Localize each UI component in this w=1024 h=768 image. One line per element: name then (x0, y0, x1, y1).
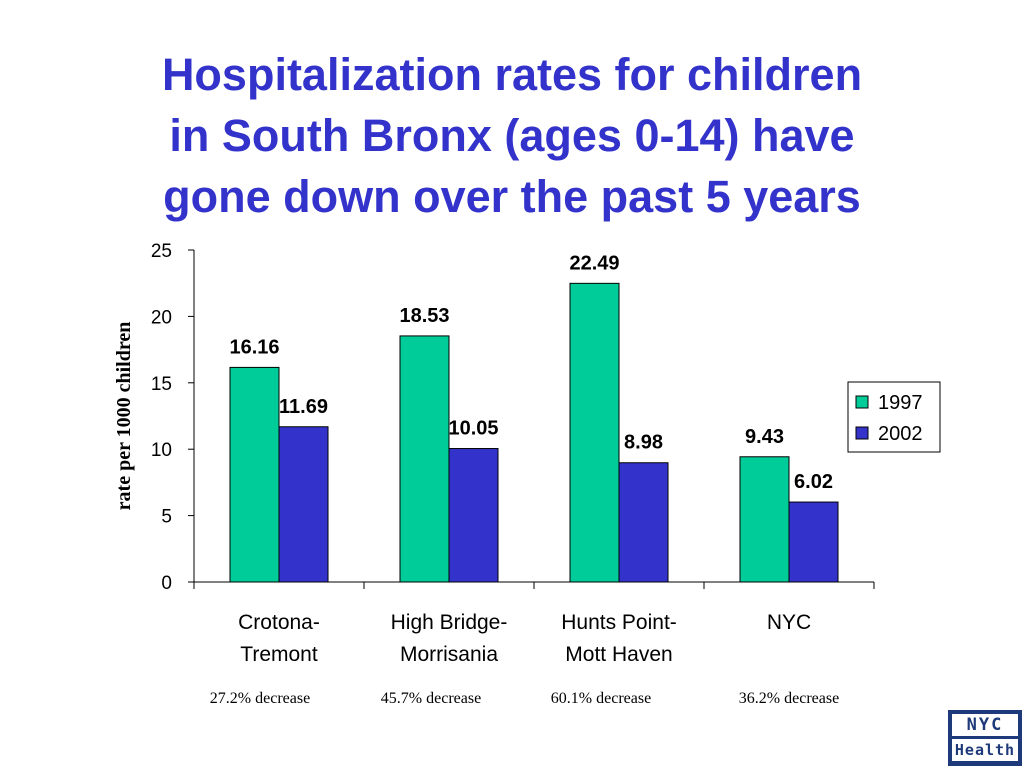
y-tick-label: 25 (151, 241, 172, 262)
y-axis-title: rate per 1000 children (113, 322, 135, 511)
y-tick-label: 0 (161, 573, 172, 594)
data-label: 9.43 (745, 426, 784, 448)
bar-2002-0 (278, 426, 329, 583)
title-line-3: gone down over the past 5 years (163, 171, 861, 222)
bar-chart: 0 5 10 15 20 25 rate per 1000 children Crotona… (113, 241, 941, 666)
bar-2002-3 (788, 501, 839, 583)
bar-1997-1 (399, 335, 450, 583)
bar-1997-2 (569, 282, 620, 583)
slide-title: Hospitalization rates for children in So… (40, 44, 984, 227)
data-label: 22.49 (569, 252, 619, 274)
x-category-label: Mott Haven (565, 643, 672, 666)
x-category-label: Hunts Point- (561, 611, 677, 634)
data-label: 8.98 (624, 432, 663, 454)
decrease-note-hunts-point: 60.1% decrease (550, 690, 652, 707)
legend-swatch-2002 (855, 426, 869, 440)
x-category-label: Morrisania (400, 643, 498, 666)
bar-1997-0 (229, 366, 280, 583)
x-category-label: NYC (767, 611, 811, 634)
data-label: 16.16 (229, 336, 279, 358)
nyc-health-logo: NYC Health (948, 710, 1022, 766)
logo-line-nyc: NYC (952, 714, 1018, 736)
y-tick-label: 5 (161, 507, 172, 528)
bar-2002-2 (618, 462, 669, 583)
legend-swatch-1997 (855, 395, 869, 409)
title-line-2: in South Bronx (ages 0-14) have (169, 110, 855, 161)
bar-1997-3 (739, 456, 790, 583)
data-label: 10.05 (448, 418, 498, 440)
legend-label-2002: 2002 (878, 423, 923, 445)
title-line-1: Hospitalization rates for children (161, 49, 863, 100)
y-tick-label: 15 (151, 374, 172, 395)
data-label: 18.53 (399, 305, 449, 327)
x-category-label: High Bridge- (391, 611, 508, 634)
y-tick-label: 10 (151, 440, 172, 461)
y-tick-label: 20 (151, 307, 172, 328)
legend-box (847, 381, 941, 453)
decrease-note-crotona: 27.2% decrease (209, 690, 311, 707)
decrease-note-nyc: 36.2% decrease (738, 690, 840, 707)
x-category-label: Tremont (240, 643, 318, 666)
x-category-label: Crotona- (238, 611, 320, 634)
logo-line-health: Health (952, 739, 1018, 761)
legend-label-1997: 1997 (878, 392, 923, 414)
data-label: 6.02 (794, 471, 833, 493)
bar-2002-1 (448, 448, 499, 583)
data-label: 11.69 (279, 396, 328, 418)
decrease-note-high-bridge: 45.7% decrease (380, 690, 482, 707)
